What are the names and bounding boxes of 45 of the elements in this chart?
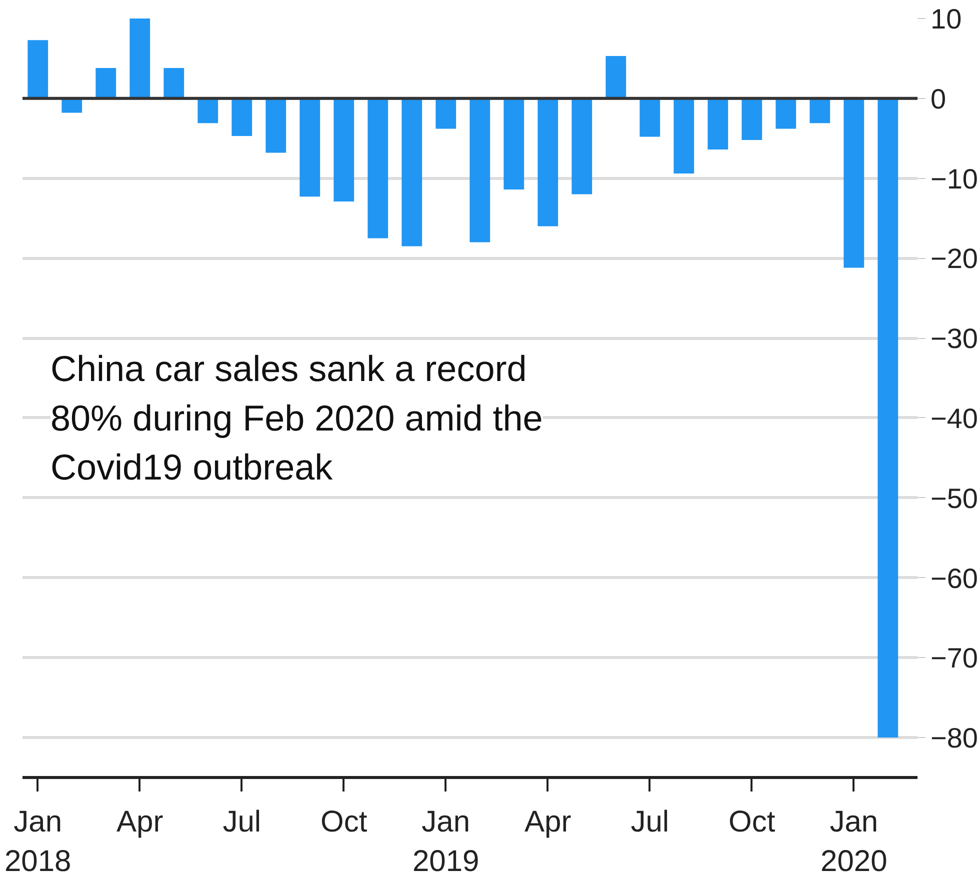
bar (266, 98, 286, 153)
y-tick-label: −10 (930, 163, 978, 194)
y-tick-label: 10 (930, 4, 962, 34)
x-tick-label: Apr (116, 806, 164, 838)
bar (130, 18, 150, 98)
y-tick-label: 0 (930, 83, 946, 114)
bar (96, 68, 116, 98)
x-tick-label: Jan 2019 (412, 806, 480, 878)
bar (844, 98, 864, 268)
bar (674, 98, 694, 174)
bar (708, 98, 728, 150)
bar (504, 98, 524, 190)
y-tick-label: −20 (930, 243, 978, 274)
bar (164, 68, 184, 98)
bar (810, 98, 830, 124)
y-tick-label: −60 (930, 562, 978, 594)
y-tick-label: −30 (930, 323, 978, 354)
y-tick-label: −70 (930, 642, 978, 674)
bar (402, 98, 422, 246)
x-tick-label: Jul (222, 806, 262, 838)
y-tick-label: −80 (930, 722, 978, 754)
y-tick-label: −40 (930, 402, 978, 434)
bar (28, 40, 48, 98)
bar (334, 98, 354, 202)
bar (436, 98, 456, 129)
bar (878, 98, 898, 738)
bar (538, 98, 558, 226)
bar (470, 98, 490, 242)
bar (232, 98, 252, 136)
y-tick-label: −50 (930, 482, 978, 514)
x-tick-label: Apr (524, 806, 572, 838)
bar (742, 98, 762, 140)
bar (368, 98, 388, 238)
bar (776, 98, 796, 129)
bar (300, 98, 320, 197)
bar (640, 98, 660, 137)
annotation: China car sales sank a record 80% during Feb 2020 amid the Covid19 outbreak (50, 348, 543, 488)
x-tick-label: Jan 2018 (4, 806, 72, 878)
bar (198, 98, 218, 124)
x-tick-label: Jan 2020 (820, 806, 888, 878)
bar (606, 56, 626, 98)
bar (572, 98, 592, 194)
x-tick-label: Oct (728, 806, 776, 838)
x-tick-label: Jul (630, 806, 670, 838)
x-tick-label: Oct (320, 806, 368, 838)
